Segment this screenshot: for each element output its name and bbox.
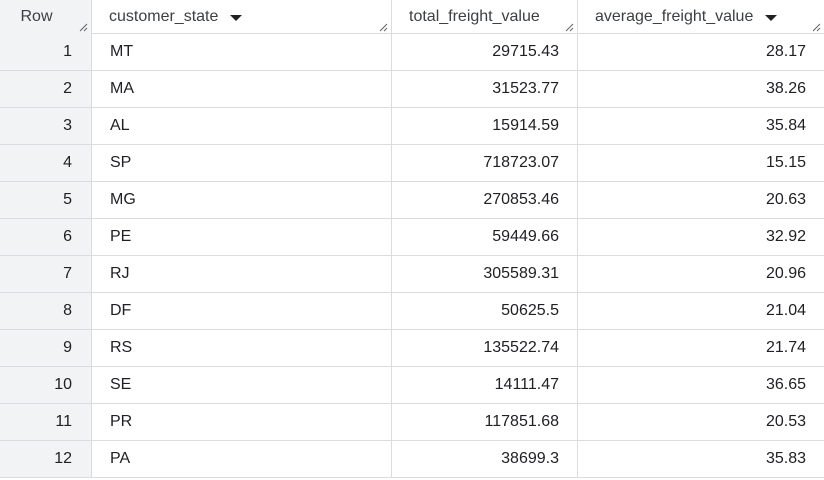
- customer-state-cell[interactable]: SE: [92, 367, 392, 403]
- table-header: Row customer_state total_freight_value a…: [0, 0, 824, 34]
- customer-state-cell[interactable]: PR: [92, 404, 392, 440]
- average-freight-value-cell[interactable]: 20.53: [765, 413, 806, 430]
- table-row[interactable]: 12 PA 38699.3 35.83: [0, 441, 824, 478]
- row-number-cell[interactable]: 12: [0, 441, 92, 477]
- row-number-cell[interactable]: 3: [0, 108, 92, 144]
- column-resize-handle-icon[interactable]: [76, 20, 88, 32]
- total-freight-value-cell[interactable]: 135522.74: [392, 330, 578, 366]
- customer-state-cell[interactable]: PE: [92, 219, 392, 255]
- total-freight-value-cell[interactable]: 59449.66: [392, 219, 578, 255]
- table-row[interactable]: 7 RJ 305589.31 20.96: [0, 256, 824, 293]
- customer-state-cell[interactable]: MG: [92, 182, 392, 218]
- table-row[interactable]: 4 SP 718723.07 15.15: [0, 145, 824, 182]
- column-header-label: Row: [20, 8, 53, 25]
- customer-state-cell[interactable]: RS: [92, 330, 392, 366]
- total-freight-value-cell[interactable]: 38699.3: [392, 441, 578, 477]
- table-row[interactable]: 6 PE 59449.66 32.92: [0, 219, 824, 256]
- total-freight-value-cell[interactable]: 31523.77: [392, 71, 578, 107]
- table-row[interactable]: 10 SE 14111.47 36.65: [0, 367, 824, 404]
- total-freight-value-cell[interactable]: 29715.43: [392, 34, 578, 70]
- average-freight-value-cell[interactable]: 36.65: [765, 376, 806, 393]
- row-number-cell[interactable]: 9: [0, 330, 92, 366]
- average-freight-value-cell[interactable]: 21.74: [765, 339, 806, 356]
- table-row[interactable]: 1 MT 29715.43 28.17: [0, 34, 824, 71]
- average-freight-value-cell[interactable]: 38.26: [765, 80, 806, 97]
- average-freight-value-cell[interactable]: 28.17: [765, 43, 806, 60]
- column-header-label: total_freight_value: [409, 8, 540, 25]
- average-freight-value-cell[interactable]: 21.04: [765, 302, 806, 319]
- total-freight-value-cell[interactable]: 15914.59: [392, 108, 578, 144]
- total-freight-value-cell[interactable]: 270853.46: [392, 182, 578, 218]
- row-number-cell[interactable]: 2: [0, 71, 92, 107]
- customer-state-cell[interactable]: SP: [92, 145, 392, 181]
- table-row[interactable]: 5 MG 270853.46 20.63: [0, 182, 824, 219]
- column-header-total-freight-value[interactable]: total_freight_value: [392, 0, 578, 34]
- row-number-cell[interactable]: 8: [0, 293, 92, 329]
- column-resize-handle-icon[interactable]: [376, 20, 388, 32]
- row-number-cell[interactable]: 6: [0, 219, 92, 255]
- total-freight-value-cell[interactable]: 50625.5: [392, 293, 578, 329]
- row-number-cell[interactable]: 5: [0, 182, 92, 218]
- column-resize-handle-icon[interactable]: [809, 20, 821, 32]
- customer-state-cell[interactable]: MA: [92, 71, 392, 107]
- column-header-customer-state[interactable]: customer_state: [92, 0, 392, 34]
- row-number-cell[interactable]: 4: [0, 145, 92, 181]
- row-number-cell[interactable]: 11: [0, 404, 92, 440]
- column-header-label: average_freight_value: [595, 8, 754, 25]
- table-row[interactable]: 8 DF 50625.5 21.04: [0, 293, 824, 330]
- table-row[interactable]: 9 RS 135522.74 21.74: [0, 330, 824, 367]
- table-row[interactable]: 11 PR 117851.68 20.53: [0, 404, 824, 441]
- customer-state-cell[interactable]: MT: [92, 34, 392, 70]
- caret-down-icon[interactable]: [230, 15, 243, 21]
- customer-state-cell[interactable]: RJ: [92, 256, 392, 292]
- customer-state-cell[interactable]: DF: [92, 293, 392, 329]
- row-number-cell[interactable]: 1: [0, 34, 92, 70]
- row-number-cell[interactable]: 10: [0, 367, 92, 403]
- table-body: 1 MT 29715.43 28.17 2 MA 31523.77 38.26 3 AL 15914…: [0, 34, 824, 478]
- total-freight-value-cell[interactable]: 117851.68: [392, 404, 578, 440]
- average-freight-value-cell[interactable]: 35.83: [765, 450, 806, 467]
- average-freight-value-cell[interactable]: 32.92: [765, 228, 806, 245]
- column-header-label: customer_state: [109, 8, 219, 25]
- average-freight-value-cell[interactable]: 35.84: [765, 117, 806, 134]
- total-freight-value-cell[interactable]: 305589.31: [392, 256, 578, 292]
- average-freight-value-cell[interactable]: 20.96: [765, 265, 806, 282]
- column-header-row: Row: [0, 0, 92, 34]
- average-freight-value-cell[interactable]: 15.15: [765, 154, 806, 171]
- average-freight-value-cell[interactable]: 20.63: [765, 191, 806, 208]
- column-resize-handle-icon[interactable]: [562, 20, 574, 32]
- row-number-cell[interactable]: 7: [0, 256, 92, 292]
- column-header-average-freight-value[interactable]: average_freight_value: [578, 0, 824, 34]
- table-row[interactable]: 3 AL 15914.59 35.84: [0, 108, 824, 145]
- customer-state-cell[interactable]: AL: [92, 108, 392, 144]
- customer-state-cell[interactable]: PA: [92, 441, 392, 477]
- table-row[interactable]: 2 MA 31523.77 38.26: [0, 71, 824, 108]
- caret-down-icon[interactable]: [765, 15, 778, 21]
- total-freight-value-cell[interactable]: 718723.07: [392, 145, 578, 181]
- total-freight-value-cell[interactable]: 14111.47: [392, 367, 578, 403]
